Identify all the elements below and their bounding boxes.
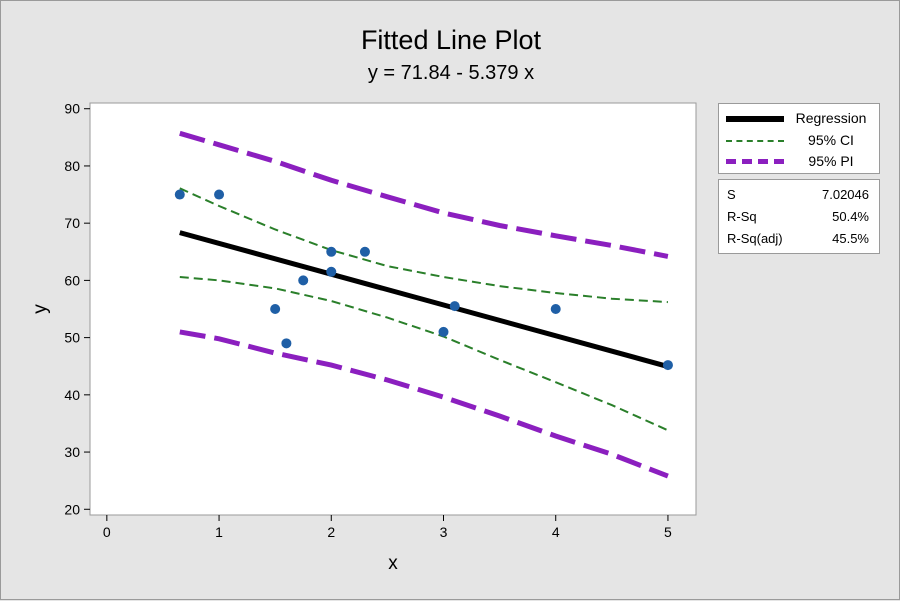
x-tick-label: 2 <box>327 524 335 540</box>
stat-value: 45.5% <box>832 231 869 246</box>
x-axis-label: x <box>388 553 398 574</box>
stat-name: S <box>727 187 736 202</box>
y-axis-label: y <box>30 304 51 314</box>
stat-name: R-Sq <box>727 209 757 224</box>
data-point <box>662 360 673 371</box>
legend-item-pi: 95% PI <box>719 150 879 172</box>
y-tick-label: 50 <box>64 330 80 346</box>
data-point <box>326 266 337 277</box>
data-point <box>281 338 292 349</box>
legend-swatch-ci <box>726 140 784 142</box>
stat-value: 7.02046 <box>822 187 869 202</box>
pi-upper-line <box>179 130 669 259</box>
y-tick-label: 80 <box>64 158 80 174</box>
y-tick-label: 90 <box>64 101 80 117</box>
data-points <box>174 189 673 371</box>
regression-line <box>179 230 669 369</box>
data-point <box>550 304 561 314</box>
ci-lines <box>179 187 669 432</box>
legend-swatch-pi <box>726 159 784 164</box>
data-point <box>438 326 449 337</box>
y-tick-label: 60 <box>64 272 80 288</box>
data-point <box>359 246 370 257</box>
data-point <box>214 189 225 200</box>
chart-title: Fitted Line Plot <box>360 25 542 55</box>
pi-lines <box>179 130 669 479</box>
legend-label: Regression <box>795 110 867 126</box>
x-tick-label: 4 <box>552 524 560 540</box>
x-tick-label: 1 <box>215 524 223 540</box>
regression-line-group <box>179 230 669 369</box>
legend-label: 95% CI <box>808 132 854 148</box>
y-tick-label: 70 <box>64 215 80 231</box>
statistics-table: S 7.02046 R-Sq 50.4% R-Sq(adj) 45.5% <box>718 179 880 254</box>
stat-row: R-Sq(adj) 45.5% <box>719 228 879 250</box>
axis-ticks: 0 1 2 3 4 5 20 30 40 50 60 70 80 90 <box>64 101 672 540</box>
x-tick-label: 0 <box>103 524 111 540</box>
y-tick-label: 30 <box>64 444 80 460</box>
stat-value: 50.4% <box>832 209 869 224</box>
y-tick-label: 40 <box>64 387 80 403</box>
legend-item-regression: Regression <box>719 107 879 129</box>
x-tick-label: 5 <box>664 524 672 540</box>
data-point <box>298 275 309 286</box>
stat-name: R-Sq(adj) <box>727 231 783 246</box>
ci-upper-line <box>179 187 668 304</box>
data-point <box>270 304 281 314</box>
legend-label: 95% PI <box>808 153 854 169</box>
y-tick-label: 20 <box>64 501 80 517</box>
stat-row: S 7.02046 <box>719 184 879 206</box>
chart-equation: y = 71.84 - 5.379 x <box>367 62 535 84</box>
legend-swatch-regression <box>726 116 784 122</box>
legend-item-ci: 95% CI <box>719 129 879 151</box>
data-point <box>326 246 337 257</box>
stat-row: R-Sq 50.4% <box>719 206 879 228</box>
data-point <box>174 189 185 200</box>
legend: Regression 95% CI 95% PI <box>718 103 880 174</box>
ci-lower-line <box>179 276 669 432</box>
data-point <box>449 301 460 312</box>
x-tick-label: 3 <box>440 524 448 540</box>
pi-lower-line <box>179 329 669 479</box>
